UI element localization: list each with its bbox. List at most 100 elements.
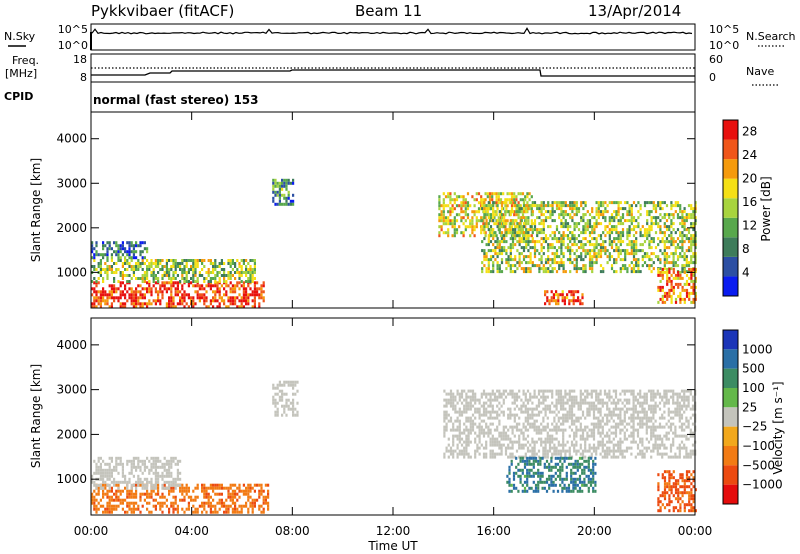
heatmap-cell [676, 455, 679, 459]
heatmap-cell [91, 280, 94, 283]
heatmap-cell [119, 244, 122, 248]
heatmap-cell [549, 246, 552, 250]
heatmap-cell [553, 237, 556, 241]
heatmap-cell [130, 244, 133, 248]
heatmap-cell [527, 261, 530, 265]
heatmap-cell [691, 404, 695, 408]
heatmap-cell [93, 483, 96, 487]
heatmap-cell [245, 486, 248, 490]
heatmap-cell [218, 265, 221, 268]
heatmap-cell [643, 204, 647, 208]
heatmap-cell [608, 452, 611, 456]
heatmap-cell [168, 287, 171, 291]
heatmap-cell [194, 495, 197, 499]
heatmap-cell [614, 428, 618, 432]
heatmap-cell [253, 268, 256, 271]
heatmap-cell [185, 277, 188, 280]
heatmap-cell [146, 268, 149, 271]
heatmap-cell [592, 443, 596, 447]
heatmap-cell [641, 264, 644, 268]
heatmap-cell [172, 507, 175, 511]
heatmap-cell [172, 281, 175, 285]
heatmap-cell [584, 267, 587, 271]
heatmap-cell [544, 413, 547, 417]
heatmap-cell [652, 267, 655, 271]
heatmap-cell [550, 299, 553, 303]
heatmap-cell [544, 410, 547, 414]
heatmap-cell [234, 492, 237, 496]
heatmap-cell [458, 398, 461, 402]
heatmap-cell [492, 204, 495, 208]
heatmap-cell [621, 231, 625, 235]
heatmap-cell [690, 273, 693, 277]
heatmap-cell [628, 422, 631, 426]
heatmap-cell [546, 422, 549, 426]
heatmap-cell [110, 305, 113, 309]
heatmap-cell [192, 280, 195, 283]
heatmap-cell [464, 219, 467, 223]
heatmap-cell [488, 231, 492, 235]
heatmap-cell [464, 225, 467, 229]
heatmap-cell [566, 293, 569, 297]
heatmap-cell [663, 261, 666, 265]
heatmap-cell [510, 207, 514, 211]
heatmap-cell [553, 261, 556, 265]
heatmap-cell [245, 492, 248, 496]
heatmap-cell [283, 193, 286, 197]
heatmap-cell [467, 419, 470, 423]
heatmap-cell [502, 392, 505, 396]
heatmap-cell [518, 416, 521, 420]
heatmap-cell [447, 231, 450, 235]
heatmap-cell [110, 471, 113, 475]
heatmap-cell [641, 401, 644, 405]
heatmap-cell [453, 222, 456, 226]
heatmap-cell [168, 296, 171, 300]
heatmap-cell [669, 395, 673, 399]
heatmap-cell [137, 268, 140, 271]
heatmap-cell [194, 302, 197, 306]
heatmap-cell [152, 504, 155, 508]
heatmap-cell [555, 237, 559, 241]
heatmap-cell [597, 416, 600, 420]
heatmap-cell [628, 219, 631, 223]
heatmap-cell [586, 437, 589, 441]
nsky-panel: N.Sky 10^5 10^0 10^5 10^0 N.Search [4, 23, 796, 52]
heatmap-cell [621, 258, 625, 262]
heatmap-cell [253, 262, 256, 265]
heatmap-cell [577, 240, 581, 244]
heatmap-cell [238, 504, 241, 508]
heatmap-cell [121, 247, 124, 251]
heatmap-cell [478, 428, 481, 432]
heatmap-cell [663, 443, 666, 447]
heatmap-cell [599, 401, 602, 405]
heatmap-cell [551, 389, 554, 393]
heatmap-cell [544, 302, 547, 306]
heatmap-cell [584, 425, 587, 429]
heatmap-cell [99, 498, 102, 502]
heatmap-cell [632, 428, 635, 432]
heatmap-cell [665, 228, 669, 232]
heatmap-cell [124, 498, 127, 502]
heatmap-cell [110, 480, 113, 484]
heatmap-cell [603, 389, 607, 393]
heatmap-cell [610, 243, 614, 247]
heatmap-cell [542, 446, 545, 450]
heatmap-cell [679, 282, 682, 286]
heatmap-cell [281, 187, 284, 191]
heatmap-cell [154, 468, 157, 472]
heatmap-cell [522, 410, 525, 414]
heatmap-cell [467, 431, 470, 435]
heatmap-cell [487, 431, 490, 435]
heatmap-cell [502, 428, 505, 432]
heatmap-cell [694, 222, 697, 226]
heatmap-cell [150, 262, 153, 265]
heatmap-cell [238, 293, 241, 297]
heatmap-cell [139, 265, 142, 268]
heatmap-cell [99, 253, 102, 257]
heatmap-cell [179, 489, 182, 493]
heatmap-cell [597, 392, 600, 396]
heatmap-cell [606, 404, 609, 408]
heatmap-cell [586, 249, 589, 253]
heatmap-cell [685, 273, 689, 277]
heatmap-cell [108, 290, 111, 294]
